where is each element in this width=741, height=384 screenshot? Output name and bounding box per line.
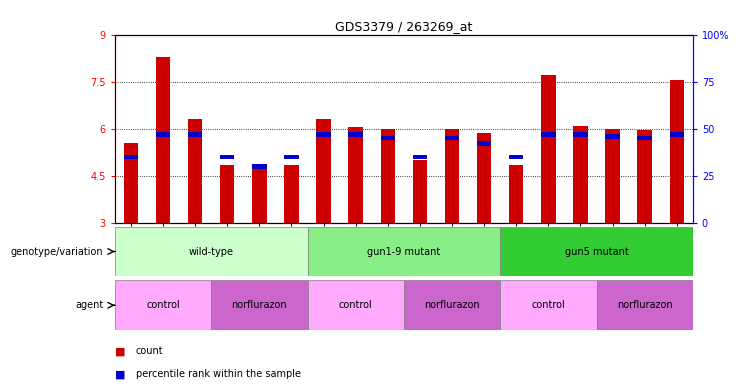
Bar [316, 119, 330, 223]
Bar [156, 56, 170, 223]
Bar [413, 154, 427, 159]
Bar [124, 154, 138, 159]
Bar [348, 127, 363, 223]
Bar [597, 280, 693, 330]
Bar [477, 141, 491, 146]
Bar [500, 280, 597, 330]
Text: percentile rank within the sample: percentile rank within the sample [136, 369, 301, 379]
Bar [500, 227, 693, 276]
Bar [220, 154, 234, 159]
Bar [404, 280, 500, 330]
Bar [316, 132, 330, 137]
Bar [220, 165, 234, 223]
Bar [477, 133, 491, 223]
Text: control: control [146, 300, 180, 310]
Text: control: control [531, 300, 565, 310]
Bar [509, 165, 523, 223]
Text: norflurazon: norflurazon [231, 300, 288, 310]
Bar [381, 136, 395, 141]
Text: norflurazon: norflurazon [424, 300, 480, 310]
Text: wild-type: wild-type [189, 247, 233, 257]
Bar [252, 164, 267, 169]
Text: ■: ■ [115, 369, 129, 379]
Bar [509, 154, 523, 159]
Bar [381, 129, 395, 223]
Bar [124, 143, 138, 223]
Bar [670, 80, 684, 223]
Bar [308, 227, 500, 276]
Bar [445, 136, 459, 141]
Bar [115, 280, 211, 330]
Bar [637, 136, 652, 141]
Bar [605, 129, 619, 223]
Bar [670, 132, 684, 137]
Title: GDS3379 / 263269_at: GDS3379 / 263269_at [335, 20, 473, 33]
Text: norflurazon: norflurazon [617, 300, 673, 310]
Text: count: count [136, 346, 163, 356]
Bar [115, 227, 308, 276]
Text: ■: ■ [115, 346, 129, 356]
Bar [188, 119, 202, 223]
Bar [211, 280, 308, 330]
Bar [541, 75, 556, 223]
Text: gun5 mutant: gun5 mutant [565, 247, 628, 257]
Text: agent: agent [75, 300, 103, 310]
Bar [156, 132, 170, 137]
Bar [308, 280, 404, 330]
Bar [413, 160, 427, 223]
Text: control: control [339, 300, 373, 310]
Bar [252, 168, 267, 223]
Bar [445, 129, 459, 223]
Text: genotype/variation: genotype/variation [10, 247, 103, 257]
Bar [188, 132, 202, 137]
Bar [574, 132, 588, 137]
Bar [605, 134, 619, 139]
Bar [285, 154, 299, 159]
Bar [574, 126, 588, 223]
Bar [637, 130, 652, 223]
Bar [285, 165, 299, 223]
Text: gun1-9 mutant: gun1-9 mutant [368, 247, 440, 257]
Bar [541, 132, 556, 137]
Bar [348, 132, 363, 137]
